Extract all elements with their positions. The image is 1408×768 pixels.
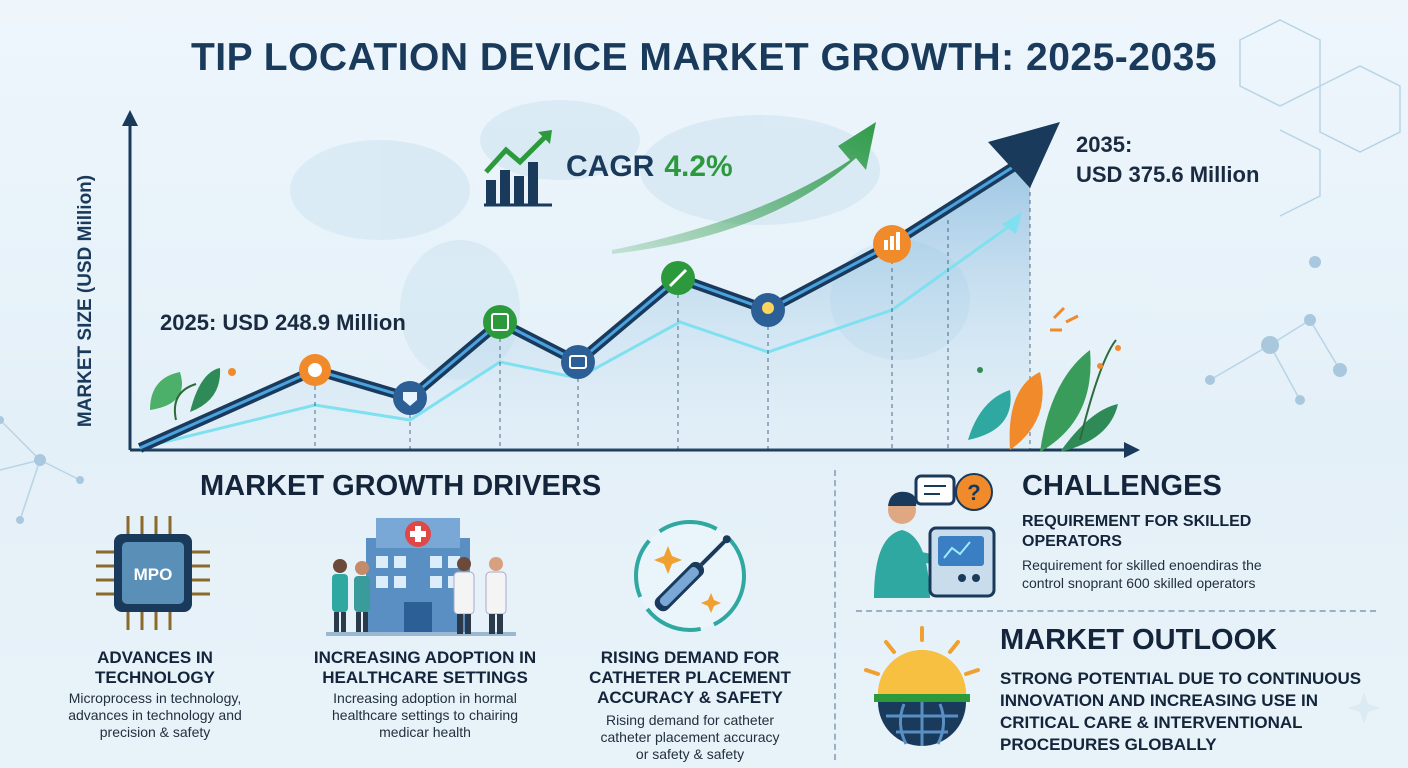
question-mark-icon: ?: [967, 480, 980, 505]
x-axis-arrowhead: [1124, 442, 1140, 458]
end-year-label: 2035:: [1076, 132, 1133, 157]
outlook-title: MARKET OUTLOOK: [1000, 624, 1278, 656]
cagr-text: CAGR: [566, 150, 655, 183]
globe-sunrise-icon: [864, 626, 980, 746]
driver-1-description: Microprocess in technology, advances in …: [68, 690, 242, 740]
leaf-decoration-right: [968, 306, 1121, 452]
page-title: TIP LOCATION DEVICE MARKET GROWTH: 2025-…: [190, 36, 1218, 79]
y-axis-arrowhead: [122, 110, 138, 126]
cagr-arrow: [612, 122, 876, 254]
catheter-icon: [634, 520, 746, 632]
chip-label: MPO: [133, 565, 173, 584]
node-markers: [299, 225, 911, 415]
secondary-trend-arrowhead: [1002, 212, 1022, 234]
leaf-decoration-left: [150, 368, 236, 421]
drivers-title: MARKET GROWTH DRIVERS: [200, 470, 602, 502]
end-amount-label: USD 375.6 Million: [1076, 162, 1260, 187]
challenge-heading: REQUIREMENT FOR SKILLED OPERATORS: [1022, 513, 1252, 550]
challenge-description: Requirement for skilled enoendiras the c…: [1022, 557, 1262, 591]
outlook-description: STRONG POTENTIAL DUE TO CONTINUOUS INNOV…: [1000, 669, 1362, 754]
vertical-divider: [834, 470, 836, 760]
horizontal-divider: [856, 610, 1376, 612]
driver-2-heading: INCREASING ADOPTION IN HEALTHCARE SETTIN…: [313, 648, 537, 687]
chip-icon: [96, 516, 210, 630]
start-value-label: 2025: USD 248.9 Million: [160, 310, 406, 335]
hospital-icon: [326, 518, 516, 636]
challenges-title: CHALLENGES: [1022, 470, 1222, 502]
cagr-bar-chart-icon: [484, 130, 552, 207]
sparkle-icon: [1348, 692, 1380, 724]
operator-icon: ?: [874, 473, 996, 598]
cagr-label: CAGR 4.2%: [566, 150, 733, 184]
driver-2-description: Increasing adoption in hormal healthcare…: [332, 690, 518, 740]
driver-3-description: Rising demand for catheter catheter plac…: [600, 712, 780, 762]
area-fill: [140, 158, 1030, 450]
driver-3-heading: RISING DEMAND FOR CATHETER PLACEMENT ACC…: [589, 648, 791, 707]
cagr-value: 4.2%: [664, 150, 733, 183]
staff-figures: [332, 557, 507, 634]
y-axis-label: MARKET SIZE (USD Million): [75, 174, 96, 428]
driver-1-heading: ADVANCES IN TECHNOLOGY: [95, 648, 215, 687]
end-value-label: 2035: USD 375.6 Million: [1076, 130, 1259, 190]
main-trend-arrowhead: [988, 122, 1060, 188]
